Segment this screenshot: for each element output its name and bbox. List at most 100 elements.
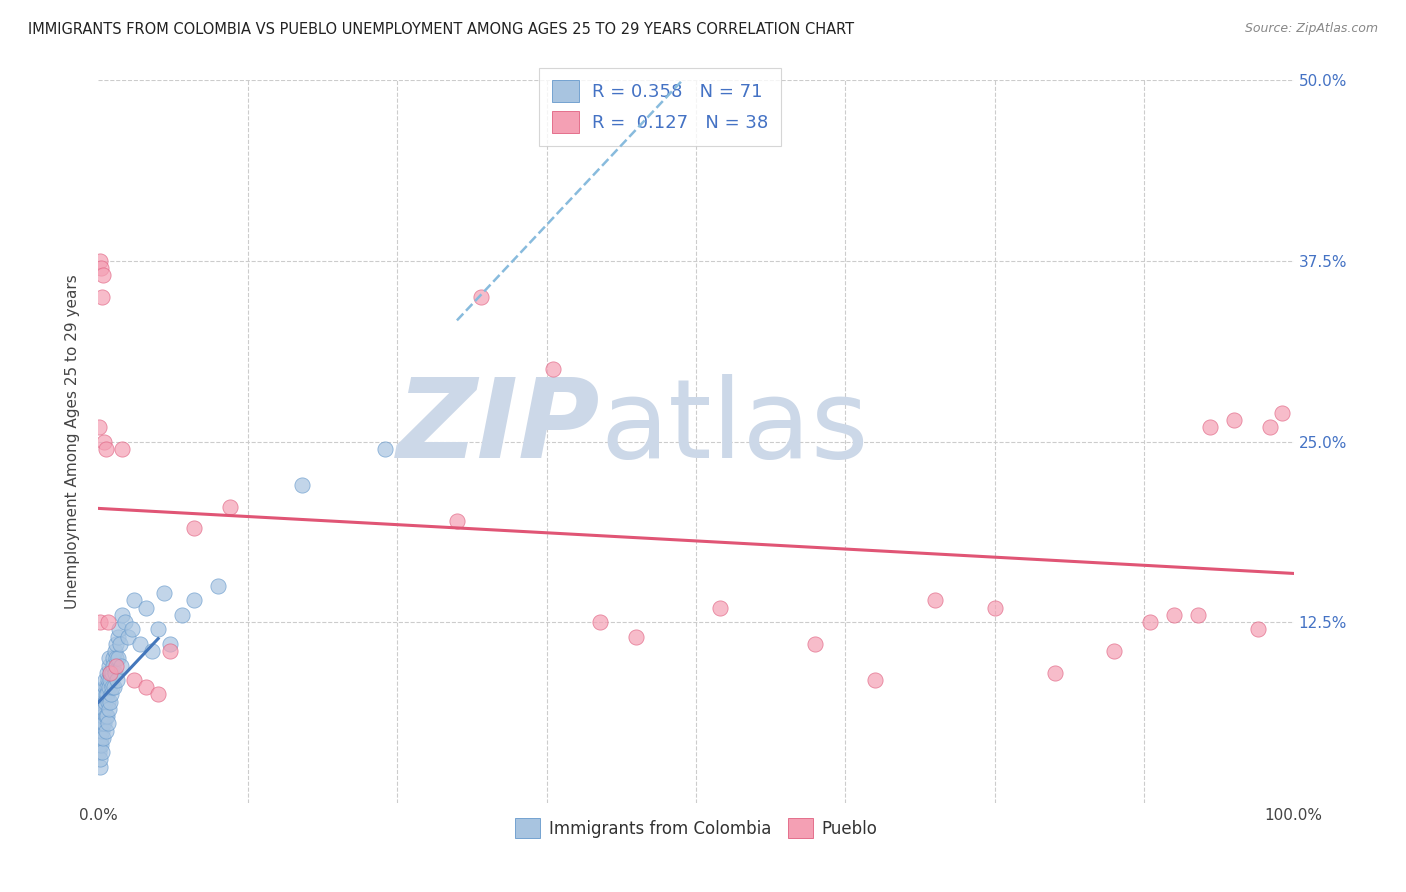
Point	[93, 687, 115, 701]
Point	[97, 716, 120, 731]
Point	[1139, 615, 1161, 630]
Point	[135, 680, 157, 694]
Point	[183, 593, 205, 607]
Point	[98, 673, 122, 687]
Point	[159, 637, 181, 651]
Point	[1199, 420, 1222, 434]
Point	[87, 745, 110, 759]
Point	[93, 680, 115, 694]
Point	[98, 665, 121, 680]
Point	[97, 695, 120, 709]
Point	[89, 738, 111, 752]
Point	[1043, 665, 1066, 680]
Point	[114, 615, 136, 630]
Point	[101, 680, 124, 694]
Point	[97, 615, 120, 630]
Point	[104, 637, 127, 651]
Point	[153, 586, 176, 600]
Point	[1271, 406, 1294, 420]
Point	[93, 716, 115, 731]
Text: Source: ZipAtlas.com: Source: ZipAtlas.com	[1244, 22, 1378, 36]
Point	[865, 673, 887, 687]
Point	[96, 687, 118, 701]
Point	[87, 420, 110, 434]
Point	[1247, 623, 1270, 637]
Point	[90, 738, 112, 752]
Point	[117, 630, 139, 644]
Point	[97, 680, 120, 694]
Point	[148, 623, 170, 637]
Point	[105, 651, 128, 665]
Point	[96, 680, 118, 694]
Point	[91, 723, 114, 738]
Point	[148, 687, 170, 701]
Point	[96, 709, 118, 723]
Point	[107, 630, 129, 644]
Point	[93, 702, 115, 716]
Point	[103, 658, 125, 673]
Point	[111, 442, 134, 456]
Point	[91, 695, 114, 709]
Text: atlas: atlas	[600, 374, 869, 481]
Point	[172, 607, 194, 622]
Point	[183, 521, 205, 535]
Point	[110, 658, 132, 673]
Point	[93, 434, 115, 449]
Point	[105, 673, 128, 687]
Point	[89, 760, 111, 774]
Point	[589, 615, 612, 630]
Point	[96, 723, 118, 738]
Point	[924, 593, 946, 607]
Point	[98, 702, 121, 716]
Point	[89, 752, 111, 766]
Point	[124, 593, 146, 607]
Point	[91, 702, 114, 716]
Point	[100, 687, 122, 701]
Point	[94, 687, 117, 701]
Point	[103, 644, 125, 658]
Point	[91, 716, 114, 731]
Point	[1258, 420, 1281, 434]
Point	[94, 695, 117, 709]
Point	[90, 261, 112, 276]
Point	[90, 731, 112, 745]
Y-axis label: Unemployment Among Ages 25 to 29 years: Unemployment Among Ages 25 to 29 years	[65, 274, 80, 609]
Point	[121, 623, 143, 637]
Point	[97, 658, 120, 673]
Text: ZIP: ZIP	[396, 374, 600, 481]
Point	[94, 673, 117, 687]
Text: IMMIGRANTS FROM COLOMBIA VS PUEBLO UNEMPLOYMENT AMONG AGES 25 TO 29 YEARS CORREL: IMMIGRANTS FROM COLOMBIA VS PUEBLO UNEMP…	[28, 22, 855, 37]
Point	[111, 607, 134, 622]
Point	[709, 600, 731, 615]
Point	[141, 644, 163, 658]
Point	[626, 630, 648, 644]
Point	[124, 673, 146, 687]
Point	[98, 651, 121, 665]
Point	[98, 695, 121, 709]
Point	[374, 442, 396, 456]
Point	[135, 600, 157, 615]
Point	[219, 500, 242, 514]
Point	[108, 637, 131, 651]
Point	[470, 290, 492, 304]
Point	[94, 442, 117, 456]
Point	[89, 723, 111, 738]
Point	[129, 637, 152, 651]
Point	[90, 709, 112, 723]
Point	[1187, 607, 1209, 622]
Point	[91, 268, 114, 283]
Point	[1104, 644, 1126, 658]
Point	[89, 615, 111, 630]
Point	[96, 665, 118, 680]
Point	[159, 644, 181, 658]
Point	[98, 665, 122, 680]
Point	[91, 290, 114, 304]
Point	[804, 637, 827, 651]
Point	[107, 623, 129, 637]
Point	[94, 709, 117, 723]
Point	[1163, 607, 1185, 622]
Point	[90, 745, 112, 759]
Point	[107, 651, 129, 665]
Point	[89, 253, 111, 268]
Point	[446, 514, 468, 528]
